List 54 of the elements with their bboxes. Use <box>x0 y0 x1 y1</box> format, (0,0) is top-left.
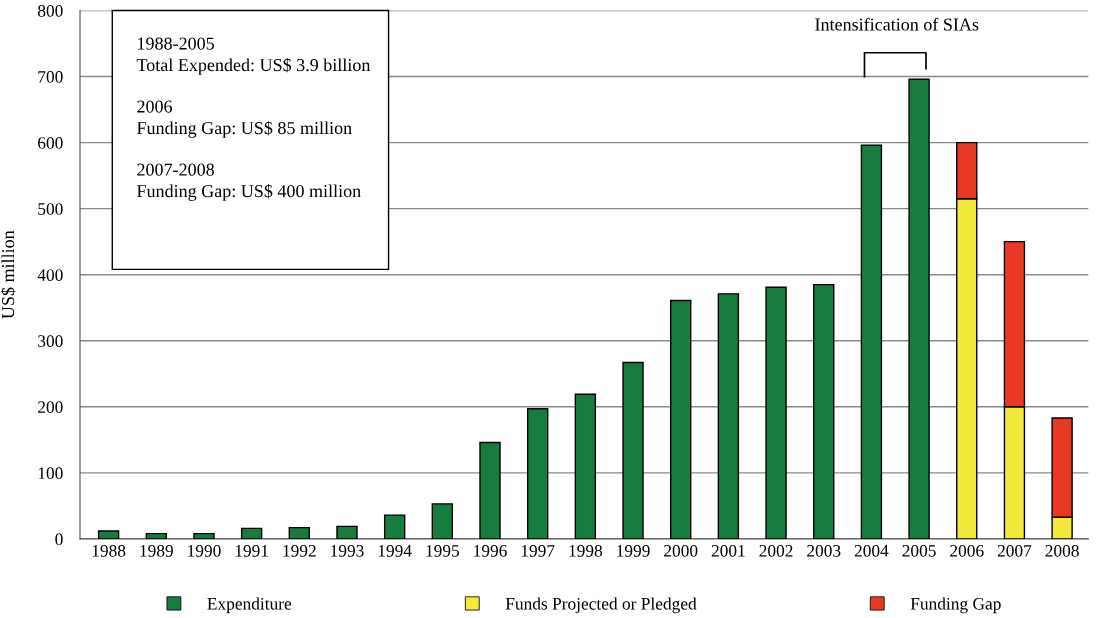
x-tick-label: 2007 <box>997 544 1032 557</box>
bar <box>240 527 263 539</box>
x-tick-label: 2001 <box>711 544 745 557</box>
x-tick-label: 1996 <box>474 545 507 557</box>
x-tick-label: 1991 <box>235 545 268 557</box>
x-tick-label: 1988 <box>92 544 126 557</box>
annotation: Intensification of SIAs <box>815 17 979 31</box>
y-tick-label: 600 <box>38 137 63 149</box>
x-tick-label: 2002 <box>759 544 793 557</box>
x-tick-label: 1997 <box>521 545 555 557</box>
y-tick-label: 800 <box>37 4 63 17</box>
bar <box>479 441 501 539</box>
text: 1988-2005 Total Expended: US$ 3.9 billion 2006 Funding Gap: US$ 85 million 2007-2008 Funding Gap: US$ 400 million <box>136 37 371 201</box>
y-tick-label: 400 <box>37 269 63 281</box>
x-tick-label: 1993 <box>331 545 364 557</box>
y-tick-label: 300 <box>38 335 63 347</box>
y-tick-label: 700 <box>38 71 63 83</box>
y-tick-label: 100 <box>38 467 63 480</box>
y-axis-title: US$ million <box>0 230 16 319</box>
bar <box>717 293 740 539</box>
bar <box>383 514 406 539</box>
x-tick-label: 1999 <box>617 545 650 557</box>
bar <box>145 532 167 539</box>
x-tick-label: 2003 <box>807 544 841 557</box>
legend-label: Expenditure <box>207 597 292 614</box>
bar <box>97 530 120 539</box>
y-tick-label: 200 <box>38 401 63 413</box>
x-tick-label: 1995 <box>426 545 460 557</box>
bar <box>622 361 644 539</box>
bar <box>813 283 835 539</box>
bar <box>908 78 930 539</box>
x-tick-label: 1992 <box>283 545 316 557</box>
legend-label: Funding Gap <box>910 597 1001 614</box>
x-tick-label: 2006 <box>950 544 984 557</box>
x-tick-label: 2005 <box>902 544 936 557</box>
x-tick-label: 1990 <box>188 544 221 557</box>
bar <box>670 299 692 539</box>
x-tick-label: 1994 <box>378 545 412 557</box>
bar <box>193 532 215 539</box>
x-tick-label: 2008 <box>1045 544 1079 557</box>
x-tick-label: 2004 <box>854 544 889 557</box>
x-tick-label: 2000 <box>664 544 698 557</box>
bar <box>431 503 454 539</box>
bar <box>336 525 358 539</box>
bar <box>860 144 883 539</box>
bar <box>526 408 549 539</box>
y-tick-label: 0 <box>55 533 63 546</box>
legend-label: Funds Projected or Pledged <box>505 597 697 614</box>
bar <box>288 526 311 539</box>
y-tick-label: 500 <box>38 203 63 215</box>
x-tick-label: 1989 <box>140 544 173 557</box>
bar <box>574 393 597 539</box>
x-tick-label: 1998 <box>569 544 603 557</box>
bar <box>765 286 787 539</box>
